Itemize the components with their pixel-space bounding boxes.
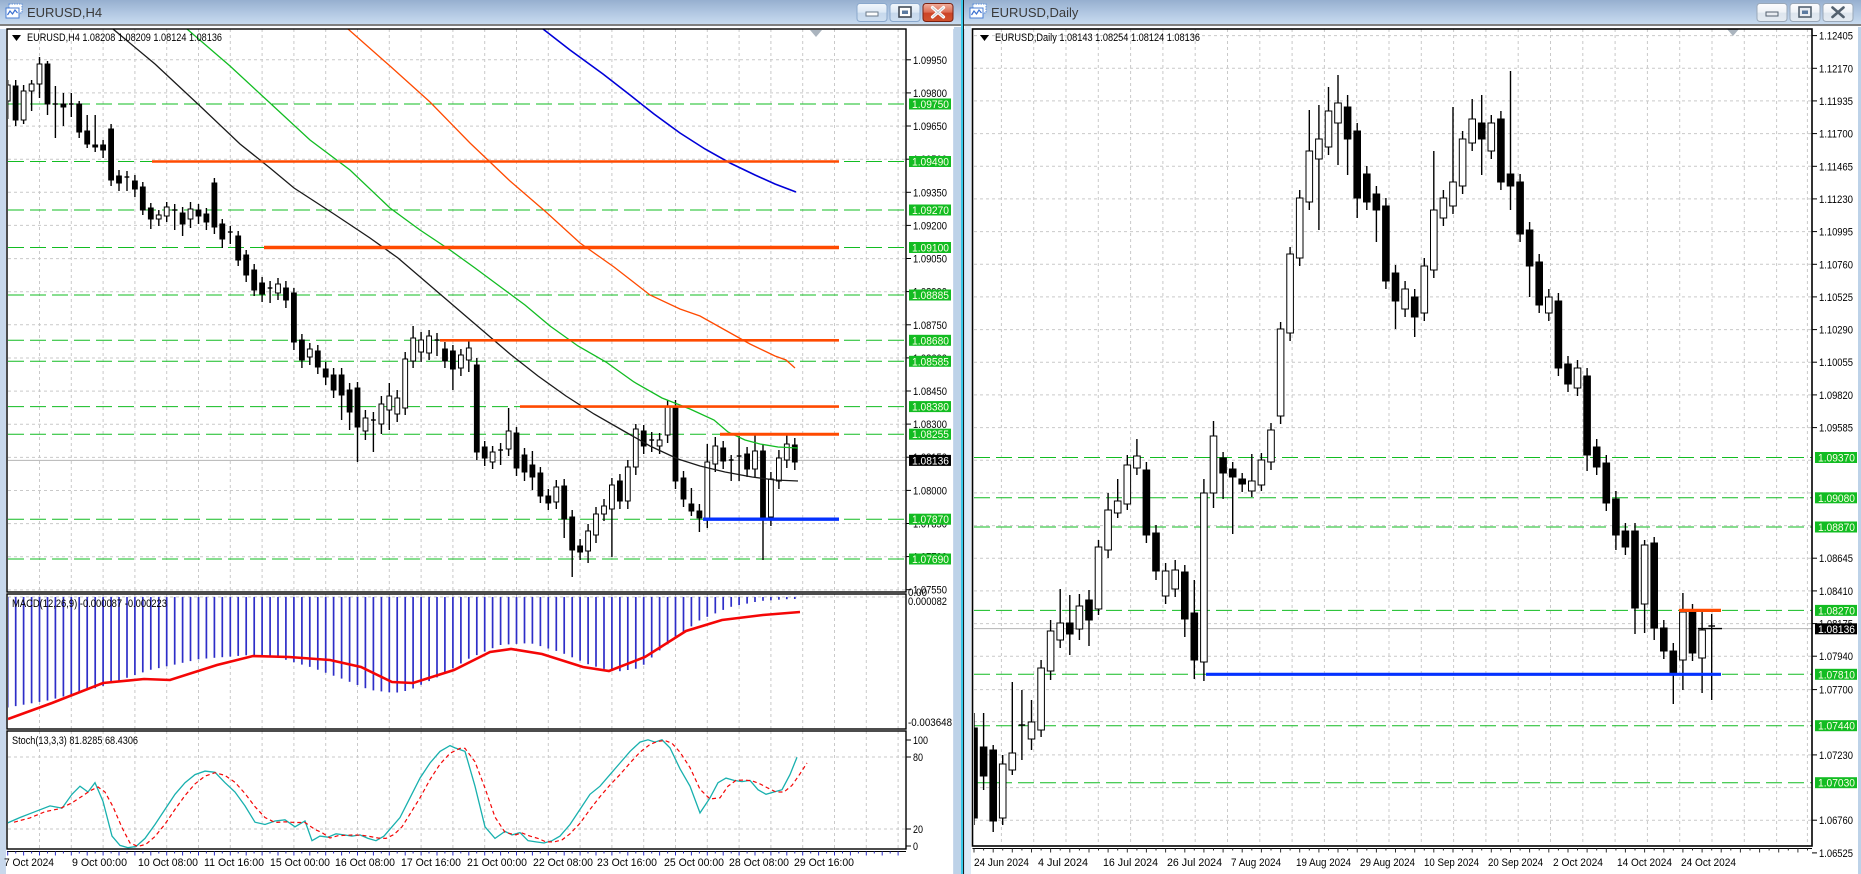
svg-text:1.10760: 1.10760 (1819, 259, 1853, 271)
svg-text:1.09490: 1.09490 (912, 157, 949, 169)
svg-text:80: 80 (913, 752, 923, 764)
svg-text:7 Aug 2024: 7 Aug 2024 (1231, 857, 1281, 869)
svg-text:11 Oct 16:00: 11 Oct 16:00 (204, 857, 264, 869)
svg-text:1.08300: 1.08300 (913, 419, 947, 431)
svg-text:1.07810: 1.07810 (1818, 669, 1855, 681)
svg-text:22 Oct 08:00: 22 Oct 08:00 (533, 857, 593, 869)
svg-text:1.08680: 1.08680 (912, 335, 949, 347)
svg-text:20: 20 (913, 824, 923, 836)
svg-text:16 Jul 2024: 16 Jul 2024 (1103, 857, 1158, 869)
svg-text:10 Oct 08:00: 10 Oct 08:00 (138, 857, 198, 869)
svg-text:1.08645: 1.08645 (1819, 553, 1853, 565)
svg-text:1.07440: 1.07440 (1818, 721, 1855, 733)
svg-text:1.09950: 1.09950 (913, 55, 947, 67)
svg-text:1.08380: 1.08380 (912, 402, 949, 414)
svg-text:16 Oct 08:00: 16 Oct 08:00 (335, 857, 395, 869)
svg-text:1.09370: 1.09370 (1818, 453, 1855, 465)
svg-text:1.09050: 1.09050 (913, 254, 947, 266)
svg-text:1.08136: 1.08136 (1818, 624, 1855, 636)
svg-text:1.07230: 1.07230 (1819, 750, 1853, 762)
svg-text:2 Oct 2024: 2 Oct 2024 (1553, 857, 1603, 869)
svg-text:17 Oct 16:00: 17 Oct 16:00 (401, 857, 461, 869)
svg-text:1.11230: 1.11230 (1819, 194, 1853, 206)
svg-text:1.09080: 1.09080 (1818, 493, 1855, 505)
svg-text:21 Oct 00:00: 21 Oct 00:00 (467, 857, 527, 869)
svg-text:10 Sep 2024: 10 Sep 2024 (1424, 857, 1479, 869)
svg-text:0.000082: 0.000082 (908, 596, 947, 608)
svg-text:7 Oct 2024: 7 Oct 2024 (4, 857, 54, 869)
svg-text:1.07550: 1.07550 (913, 585, 947, 597)
svg-text:29 Oct 16:00: 29 Oct 16:00 (794, 857, 854, 869)
svg-text:-0.003648: -0.003648 (908, 717, 952, 729)
svg-text:28 Oct 08:00: 28 Oct 08:00 (729, 857, 789, 869)
svg-text:1.09650: 1.09650 (913, 121, 947, 133)
svg-text:1.07700: 1.07700 (1819, 685, 1853, 697)
svg-text:1.06525: 1.06525 (1819, 848, 1853, 860)
svg-text:1.10055: 1.10055 (1819, 357, 1853, 369)
svg-text:26 Jul 2024: 26 Jul 2024 (1167, 857, 1222, 869)
svg-text:1.12170: 1.12170 (1819, 63, 1853, 75)
svg-text:4 Jul 2024: 4 Jul 2024 (1038, 857, 1088, 869)
svg-text:0.00: 0.00 (908, 587, 927, 599)
svg-text:1.07870: 1.07870 (912, 514, 949, 526)
svg-text:1.08450: 1.08450 (913, 386, 947, 398)
svg-text:1.09820: 1.09820 (1819, 390, 1853, 402)
svg-text:1.11700: 1.11700 (1819, 129, 1853, 141)
svg-text:1.09100: 1.09100 (912, 243, 949, 255)
svg-text:1.07030: 1.07030 (1818, 778, 1855, 790)
svg-text:1.09200: 1.09200 (913, 220, 947, 232)
svg-text:1.08255: 1.08255 (912, 429, 949, 441)
svg-text:100: 100 (913, 735, 928, 747)
svg-text:Stoch(13,3,3) 81.8285 68.4306: Stoch(13,3,3) 81.8285 68.4306 (12, 735, 138, 747)
svg-text:29 Aug 2024: 29 Aug 2024 (1360, 857, 1415, 869)
svg-text:15 Oct 00:00: 15 Oct 00:00 (270, 857, 330, 869)
svg-text:9 Oct 00:00: 9 Oct 00:00 (72, 857, 127, 869)
svg-text:1.08585: 1.08585 (912, 356, 949, 368)
svg-text:1.08885: 1.08885 (912, 290, 949, 302)
svg-text:0: 0 (913, 841, 918, 853)
svg-text:1.07940: 1.07940 (1819, 651, 1853, 663)
svg-text:19 Aug 2024: 19 Aug 2024 (1296, 857, 1351, 869)
svg-text:1.10290: 1.10290 (1819, 325, 1853, 337)
svg-text:1.09800: 1.09800 (913, 88, 947, 100)
svg-text:1.10525: 1.10525 (1819, 292, 1853, 304)
svg-text:MACD(12,26,9) -0.000087 -0.000: MACD(12,26,9) -0.000087 -0.000223 (12, 598, 167, 610)
svg-text:25 Oct 00:00: 25 Oct 00:00 (664, 857, 724, 869)
svg-text:24 Oct 2024: 24 Oct 2024 (1681, 857, 1736, 869)
svg-text:1.08136: 1.08136 (912, 455, 949, 467)
svg-text:EURUSD,Daily: EURUSD,Daily (991, 5, 1079, 20)
svg-text:1.09585: 1.09585 (1819, 423, 1853, 435)
svg-text:1.08410: 1.08410 (1819, 586, 1853, 598)
svg-text:EURUSD,Daily 1.08143 1.08254: EURUSD,Daily 1.08143 1.08254 1.08124 1.0… (995, 32, 1200, 44)
svg-text:1.07690: 1.07690 (912, 554, 949, 566)
svg-text:EURUSD,H4 1.08208 1.08209 1.0: EURUSD,H4 1.08208 1.08209 1.08124 1.0813… (27, 32, 222, 44)
svg-text:1.11935: 1.11935 (1819, 96, 1853, 108)
svg-text:1.06760: 1.06760 (1819, 815, 1853, 827)
svg-text:14 Oct 2024: 14 Oct 2024 (1617, 857, 1672, 869)
svg-text:1.09750: 1.09750 (912, 99, 949, 111)
svg-text:24 Jun 2024: 24 Jun 2024 (974, 857, 1029, 869)
svg-text:1.08870: 1.08870 (1818, 522, 1855, 534)
svg-text:1.08750: 1.08750 (913, 320, 947, 332)
svg-text:1.12405: 1.12405 (1819, 31, 1853, 43)
svg-text:20 Sep 2024: 20 Sep 2024 (1488, 857, 1543, 869)
svg-text:1.11465: 1.11465 (1819, 161, 1853, 173)
svg-text:1.10995: 1.10995 (1819, 227, 1853, 239)
svg-text:1.08000: 1.08000 (913, 485, 947, 497)
svg-text:23 Oct 16:00: 23 Oct 16:00 (597, 857, 657, 869)
svg-text:1.09350: 1.09350 (913, 187, 947, 199)
svg-text:1.09270: 1.09270 (912, 205, 949, 217)
svg-text:1.08270: 1.08270 (1818, 605, 1855, 617)
svg-text:EURUSD,H4: EURUSD,H4 (27, 5, 102, 20)
